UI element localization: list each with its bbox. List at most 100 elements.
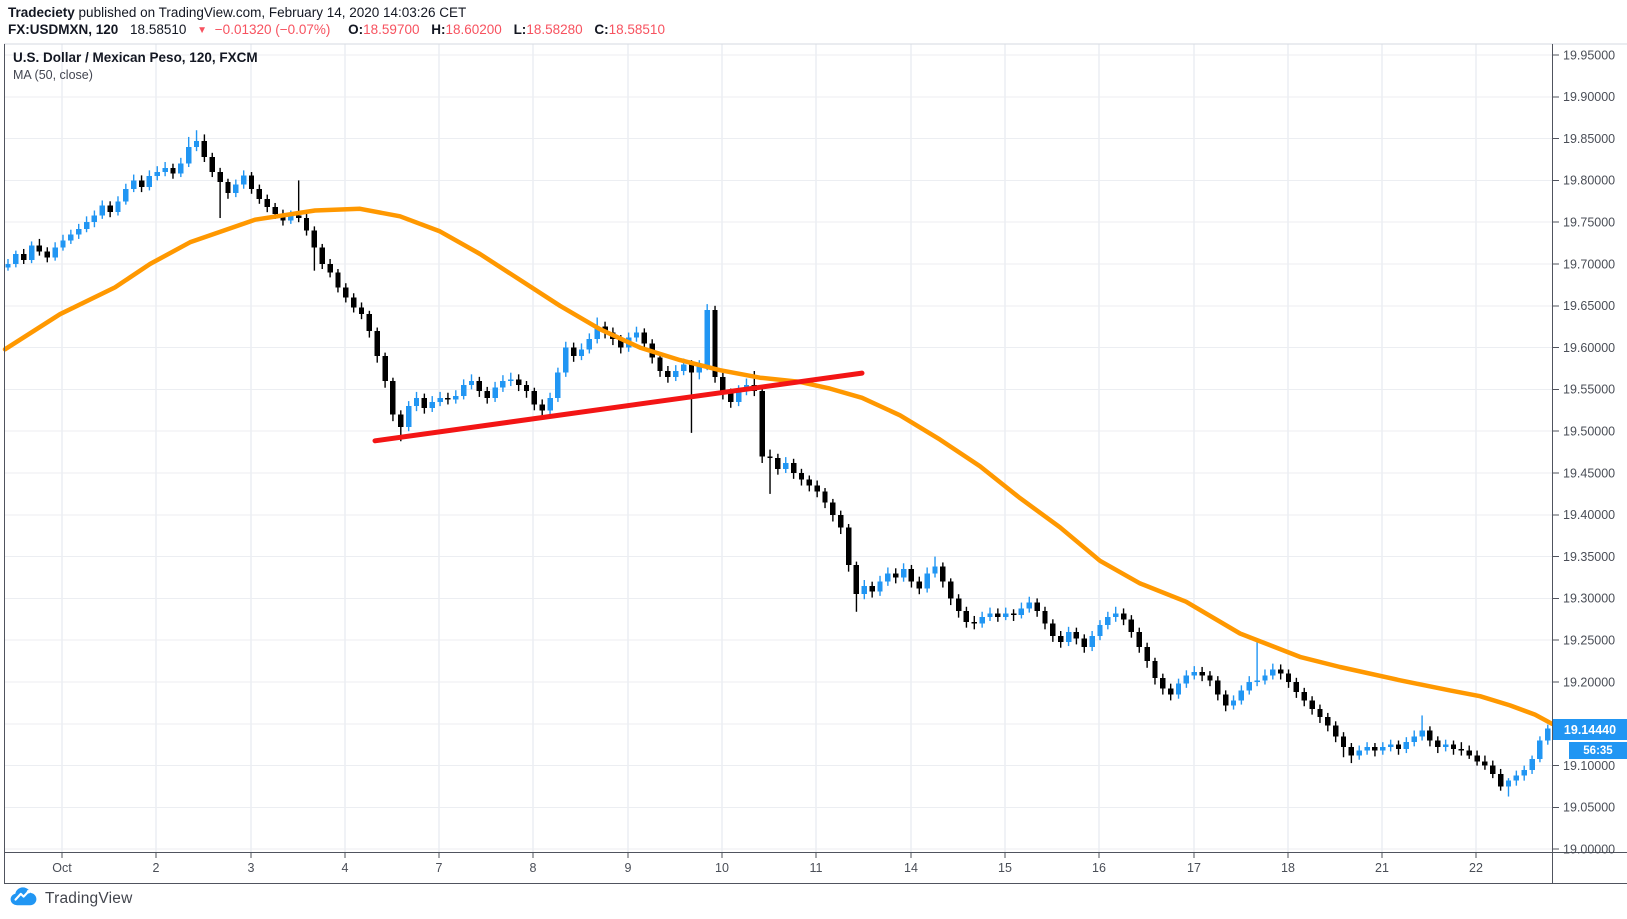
candle-body	[1317, 708, 1323, 718]
price-axis-label: 19.75000	[1563, 216, 1615, 230]
time-axis-label: 22	[1469, 861, 1483, 875]
candle-body	[413, 397, 420, 407]
candle-body	[594, 326, 600, 340]
candle-body	[775, 457, 781, 469]
candle-body	[398, 414, 404, 428]
candle-body	[445, 397, 451, 400]
open-value: 18.59700	[363, 22, 420, 37]
candle-body	[948, 581, 954, 599]
candle-body	[688, 364, 695, 373]
candle-body	[1230, 700, 1237, 706]
candle-body	[814, 485, 820, 492]
candle-wick	[753, 371, 756, 397]
candle-body	[578, 349, 585, 356]
candle-body	[995, 613, 1001, 617]
candle-body	[1105, 616, 1111, 626]
chart-legend-title[interactable]: U.S. Dollar / Mexican Peso, 120, FXCM	[13, 50, 258, 65]
candle-body	[421, 397, 428, 408]
candle-body	[830, 502, 836, 515]
candle-body	[453, 396, 459, 400]
candle-body	[107, 205, 113, 213]
time-axis-label: Oct	[52, 861, 72, 875]
candle-body	[405, 406, 412, 428]
candle-body	[327, 264, 333, 273]
price-axis-label: 19.65000	[1563, 299, 1615, 313]
candle-body	[91, 215, 98, 223]
candle-body	[916, 581, 922, 589]
candle-body	[130, 180, 137, 189]
time-axis-label: 8	[530, 861, 537, 875]
candle-body	[390, 381, 396, 415]
candle-body	[36, 245, 43, 252]
time-axis[interactable]: Oct 2 3 4 7 8 9 10 11 14 15 16 17 18 21 22	[52, 853, 1483, 875]
candle-body	[767, 456, 773, 458]
publish-header: Tradeciety published on TradingView.com,…	[8, 5, 466, 20]
candle-body	[1482, 761, 1488, 766]
pane-borders	[4, 43, 1627, 885]
candle-body	[1474, 755, 1480, 762]
candle-body	[1112, 613, 1119, 617]
price-axis-label: 19.70000	[1563, 257, 1615, 271]
candle-body	[1419, 730, 1425, 737]
candle-body	[1387, 744, 1394, 748]
candle-body	[1160, 677, 1166, 689]
candle-body	[1497, 773, 1504, 787]
candle-body	[1262, 675, 1268, 681]
candle-body	[217, 172, 223, 183]
candle-body	[547, 397, 553, 411]
price-change: −0.01320 (−0.07%)	[214, 22, 331, 37]
last-price-badge: 19.14440	[1553, 719, 1627, 740]
trendline-drawing[interactable]	[372, 370, 865, 444]
chart-legend-ma-indicator[interactable]: MA (50, close)	[13, 68, 93, 82]
candle-body	[955, 598, 962, 611]
tradingview-cloud-logo-icon	[10, 887, 37, 911]
candle-body	[673, 371, 679, 377]
candle-body	[1513, 775, 1520, 781]
horizontal-gridlines	[5, 54, 1552, 850]
candle-body	[1081, 638, 1087, 647]
candle-body	[303, 218, 310, 231]
candle-wick	[219, 167, 221, 219]
candle-body	[343, 287, 349, 298]
publish-info: published on TradingView.com, February 1…	[74, 5, 467, 20]
candle-body	[940, 566, 946, 582]
candle-body	[374, 330, 380, 356]
candle-body	[735, 391, 742, 402]
candle-body	[885, 573, 891, 582]
author-name: Tradeciety	[8, 5, 75, 20]
last-price: 18.58510	[130, 22, 187, 37]
candle-body	[256, 188, 263, 199]
candle-body	[76, 228, 82, 235]
candle-body	[170, 167, 176, 174]
candle-body	[900, 569, 907, 578]
time-axis-label: 17	[1187, 861, 1201, 875]
tradingview-attribution[interactable]: TradingView	[10, 887, 133, 911]
candle-body	[83, 222, 90, 229]
price-axis-label: 19.80000	[1563, 174, 1615, 188]
candle-body	[1003, 613, 1009, 617]
price-axis-label: 19.85000	[1563, 132, 1615, 146]
candle-body	[1215, 680, 1221, 695]
candle-body	[1050, 623, 1056, 637]
candle-body	[1545, 728, 1551, 741]
candle-body	[1073, 631, 1080, 639]
time-axis-label: 11	[810, 861, 823, 875]
candle-body	[838, 514, 844, 528]
candle-body	[460, 385, 467, 397]
candle-body	[1372, 747, 1378, 751]
price-axis-label: 19.00000	[1563, 843, 1615, 857]
candle-body	[60, 240, 66, 248]
time-axis-label: 16	[1092, 861, 1106, 875]
candle-body	[1293, 682, 1300, 693]
candle-body	[1144, 646, 1150, 662]
candle-body	[28, 245, 35, 260]
price-axis-label: 19.40000	[1563, 508, 1615, 522]
candle-body	[429, 401, 435, 408]
candle-body	[225, 182, 231, 193]
candle-body	[68, 234, 74, 241]
candle-body	[696, 365, 703, 373]
candle-body	[1285, 673, 1292, 682]
candle-body	[712, 309, 718, 377]
candle-body	[720, 376, 726, 394]
